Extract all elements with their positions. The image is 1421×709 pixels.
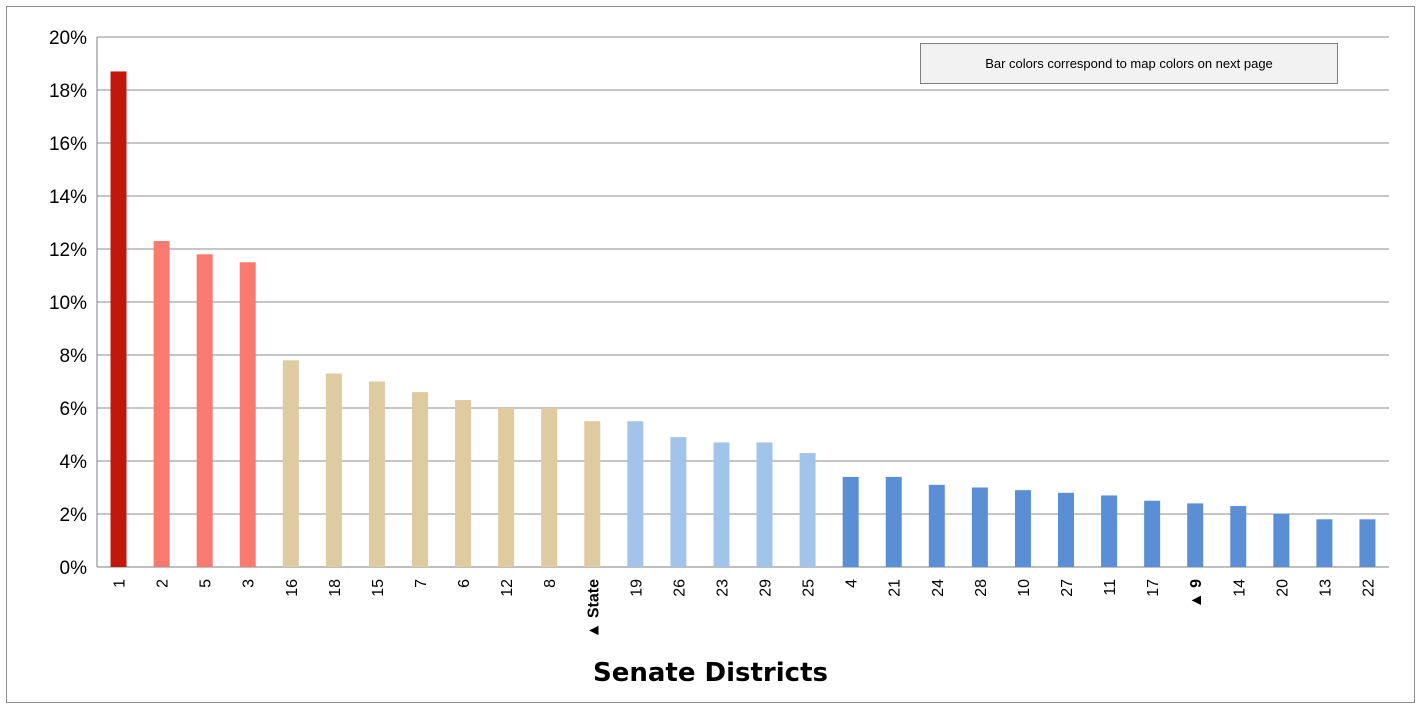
x-tick-label: 11: [1102, 579, 1119, 596]
x-tick-label: 29: [758, 579, 775, 597]
bar-state: [584, 421, 601, 567]
bar-4: [842, 476, 859, 567]
x-tick-label: 16: [284, 579, 301, 597]
y-tick-label: 2%: [60, 505, 88, 526]
bar-5: [196, 254, 213, 568]
x-tick-label: 3: [241, 579, 258, 588]
y-tick-label: 16%: [49, 134, 87, 155]
bar-17: [1144, 500, 1161, 567]
y-tick-label: 20%: [49, 28, 87, 49]
x-tick-label: 22: [1360, 579, 1377, 597]
x-tick-label: 5: [198, 579, 215, 588]
bar-14: [1230, 506, 1247, 567]
bar-15: [368, 381, 385, 567]
y-tick-label: 6%: [60, 399, 88, 420]
bar-10: [1014, 490, 1031, 567]
x-tick-label: 13: [1317, 579, 1334, 597]
bar-22: [1359, 519, 1376, 567]
x-tick-label: 15: [370, 579, 387, 597]
bar-12: [498, 408, 515, 567]
bar-20: [1273, 514, 1290, 567]
bar-18: [325, 373, 342, 567]
bar-2: [153, 241, 170, 568]
x-tick-label: 23: [714, 579, 731, 597]
x-axis-ticks: 1 2 5 3 16 18 15 7 6 12 8 ▲ State 19 26 23 29 25 4 21 24 28 1…: [112, 579, 1378, 639]
x-tick-label: 10: [1016, 579, 1033, 597]
x-tick-label: ▲ State: [585, 579, 602, 639]
x-tick-label: 18: [327, 579, 344, 597]
color-note: Bar colors correspond to map colors on n…: [920, 43, 1338, 84]
bar-16: [282, 360, 299, 567]
x-tick-label: 8: [542, 579, 559, 588]
x-tick-label: 4: [844, 579, 861, 588]
y-tick-label: 8%: [60, 346, 88, 367]
bar-24: [928, 484, 945, 567]
x-tick-label: 19: [628, 579, 645, 597]
x-tick-label: 28: [973, 579, 990, 597]
x-tick-label: 7: [413, 579, 430, 588]
x-tick-label: 2: [155, 579, 172, 588]
y-tick-label: 14%: [49, 187, 87, 208]
bar-27: [1058, 492, 1074, 567]
bar-25: [799, 453, 816, 567]
x-tick-label: 24: [930, 579, 947, 597]
y-tick-label: 12%: [49, 240, 87, 261]
bar-1: [110, 71, 127, 567]
x-tick-label: 26: [671, 579, 688, 597]
x-tick-label: ▲ 9: [1188, 579, 1205, 608]
y-axis-ticks: 0% 2% 4% 6% 8% 10% 12% 14% 16% 18% 20%: [49, 28, 87, 579]
y-tick-label: 18%: [49, 81, 87, 102]
x-tick-label: 17: [1145, 579, 1162, 597]
gridlines: [96, 36, 1389, 568]
bar-11: [1101, 495, 1118, 567]
x-axis-title: Senate Districts: [593, 658, 828, 688]
x-tick-label: 21: [887, 579, 904, 597]
x-tick-label: 14: [1231, 579, 1248, 597]
bars: [110, 71, 1376, 568]
bar-26: [670, 437, 687, 567]
bar-9: [1187, 503, 1204, 567]
bar-6: [455, 400, 472, 567]
bar-21: [885, 476, 902, 567]
bar-7: [412, 392, 428, 567]
x-tick-label: 1: [112, 579, 129, 588]
x-tick-label: 20: [1274, 579, 1291, 597]
bar-23: [713, 442, 730, 567]
bar-13: [1316, 519, 1333, 567]
bar-28: [971, 487, 988, 567]
bar-29: [756, 442, 773, 567]
y-tick-label: 10%: [49, 293, 87, 314]
bar-8: [541, 408, 558, 567]
x-tick-label: 25: [801, 579, 818, 597]
y-tick-label: 0%: [60, 558, 88, 579]
y-tick-label: 4%: [60, 452, 88, 473]
x-tick-label: 12: [499, 579, 516, 597]
bar-3: [239, 262, 256, 567]
bar-19: [627, 421, 644, 567]
x-tick-label: 27: [1059, 579, 1076, 597]
x-tick-label: 6: [456, 579, 473, 588]
